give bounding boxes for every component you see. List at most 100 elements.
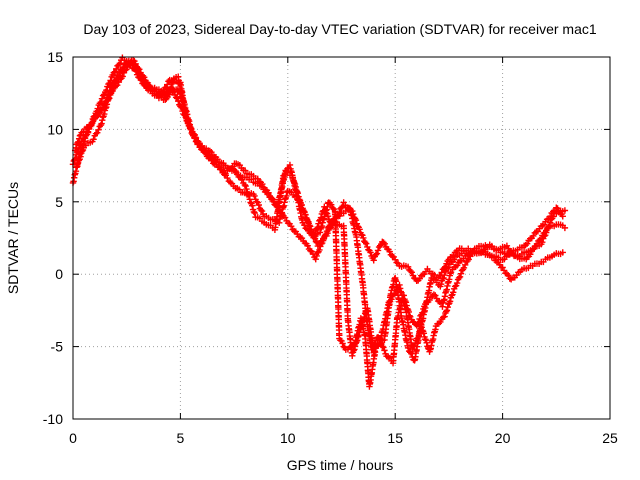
data-point-2-4 — [77, 153, 84, 160]
data-point-0-238 — [370, 257, 377, 264]
data-point-3-41 — [111, 68, 119, 75]
data-point-3-21 — [90, 113, 97, 120]
data-point-0-247 — [380, 239, 387, 246]
data-point-0-226 — [358, 231, 365, 238]
data-point-3-45 — [116, 60, 124, 67]
data-point-3-101 — [195, 140, 202, 148]
data-point-3-172 — [298, 202, 305, 209]
data-point-3-121 — [227, 179, 234, 186]
x-tick-label-3: 15 — [387, 430, 403, 446]
data-point-3-134 — [251, 192, 258, 200]
data-point-0-256 — [392, 256, 399, 263]
data-point-3-15 — [84, 128, 92, 135]
data-point-3-452 — [543, 229, 550, 236]
data-point-3-188 — [312, 230, 319, 237]
data-point-2-443 — [439, 314, 447, 321]
data-point-2-275 — [339, 340, 346, 347]
data-point-3-362 — [413, 335, 421, 342]
axis-ticks: 0 5 10 15 20 25 -10 -5 0 5 10 15 — [43, 49, 618, 446]
data-point-2-490 — [503, 242, 511, 250]
data-point-2-470 — [465, 256, 472, 263]
data-point-3-274 — [356, 326, 364, 333]
data-point-1-205 — [320, 235, 327, 243]
data-point-0-266 — [408, 269, 415, 276]
data-point-1-149 — [268, 195, 276, 202]
data-point-2-467 — [461, 261, 469, 269]
data-point-3-100 — [194, 139, 201, 147]
data-point-3-448 — [539, 239, 546, 246]
data-point-3-52 — [129, 61, 136, 69]
data-point-2-220 — [329, 204, 336, 211]
data-point-2-15 — [92, 130, 100, 137]
data-point-2-466 — [460, 264, 468, 272]
data-point-3-266 — [351, 346, 358, 353]
data-point-2-441 — [437, 318, 444, 326]
data-marks — [69, 54, 569, 390]
data-point-1-148 — [267, 194, 275, 201]
data-point-3-30 — [99, 92, 107, 99]
data-point-0-240 — [372, 251, 380, 258]
series-trace-c — [74, 60, 569, 390]
data-point-3-37 — [107, 77, 114, 84]
x-tick-label-5: 25 — [602, 430, 618, 446]
data-point-3-138 — [255, 201, 263, 209]
data-point-3-78 — [170, 88, 178, 95]
y-tick-label-5: 15 — [47, 49, 63, 65]
data-point-2-455 — [449, 289, 457, 296]
series-trace-b — [71, 57, 566, 367]
y-tick-label-0: -10 — [43, 411, 63, 427]
data-point-3-456 — [546, 219, 554, 226]
data-point-3-140 — [257, 206, 265, 214]
data-point-0-235 — [367, 249, 374, 256]
x-tick-label-2: 10 — [280, 430, 296, 446]
y-tick-label-1: -5 — [51, 339, 64, 355]
data-point-1-142 — [259, 180, 266, 188]
data-point-2-13 — [90, 136, 97, 143]
data-point-3-450 — [541, 232, 548, 240]
data-point-3-270 — [354, 337, 361, 344]
data-point-0-284 — [436, 272, 443, 280]
data-point-2-421 — [422, 336, 429, 343]
data-point-3-33 — [103, 87, 110, 94]
data-point-3-329 — [393, 286, 401, 294]
data-point-0-248 — [381, 240, 388, 248]
data-point-3-265 — [350, 347, 357, 354]
data-point-3-93 — [186, 124, 194, 131]
data-point-2-448 — [444, 303, 451, 311]
data-point-1-201 — [314, 242, 322, 250]
data-point-3-203 — [324, 213, 332, 220]
data-point-1-354 — [432, 292, 439, 299]
data-point-3-19 — [88, 119, 96, 126]
data-point-3-303 — [371, 347, 378, 355]
data-point-3-42 — [113, 65, 120, 73]
data-point-3-327 — [390, 291, 398, 298]
data-point-0-164 — [281, 214, 289, 221]
data-point-1-48 — [132, 60, 139, 67]
data-point-3-360 — [411, 340, 419, 348]
data-point-2-167 — [281, 171, 288, 178]
data-point-1-396 — [490, 254, 498, 261]
data-point-2-219 — [327, 201, 335, 208]
data-point-3-40 — [110, 69, 118, 76]
y-axis-label: SDTVAR / TECUs — [5, 182, 21, 294]
data-point-1-68 — [161, 84, 168, 92]
data-point-2-166 — [280, 172, 287, 179]
y-tick-label-4: 10 — [47, 121, 63, 137]
data-point-3-51 — [127, 58, 135, 66]
data-point-3-276 — [358, 323, 365, 330]
data-point-3-278 — [359, 317, 367, 325]
data-point-0-174 — [297, 233, 304, 241]
data-point-2-123 — [241, 181, 249, 189]
data-point-3-59 — [137, 76, 145, 84]
data-point-3-395 — [439, 275, 446, 283]
data-point-2-451 — [446, 298, 454, 305]
data-point-1-146 — [265, 189, 272, 196]
data-point-0-257 — [393, 259, 400, 266]
data-point-0-189 — [316, 246, 323, 254]
data-point-3-27 — [96, 100, 104, 107]
data-point-0-230 — [361, 239, 369, 246]
data-point-0-263 — [404, 263, 412, 270]
x-tick-label-1: 5 — [177, 430, 185, 446]
data-point-2-130 — [247, 199, 254, 206]
data-point-2-41 — [119, 73, 126, 80]
